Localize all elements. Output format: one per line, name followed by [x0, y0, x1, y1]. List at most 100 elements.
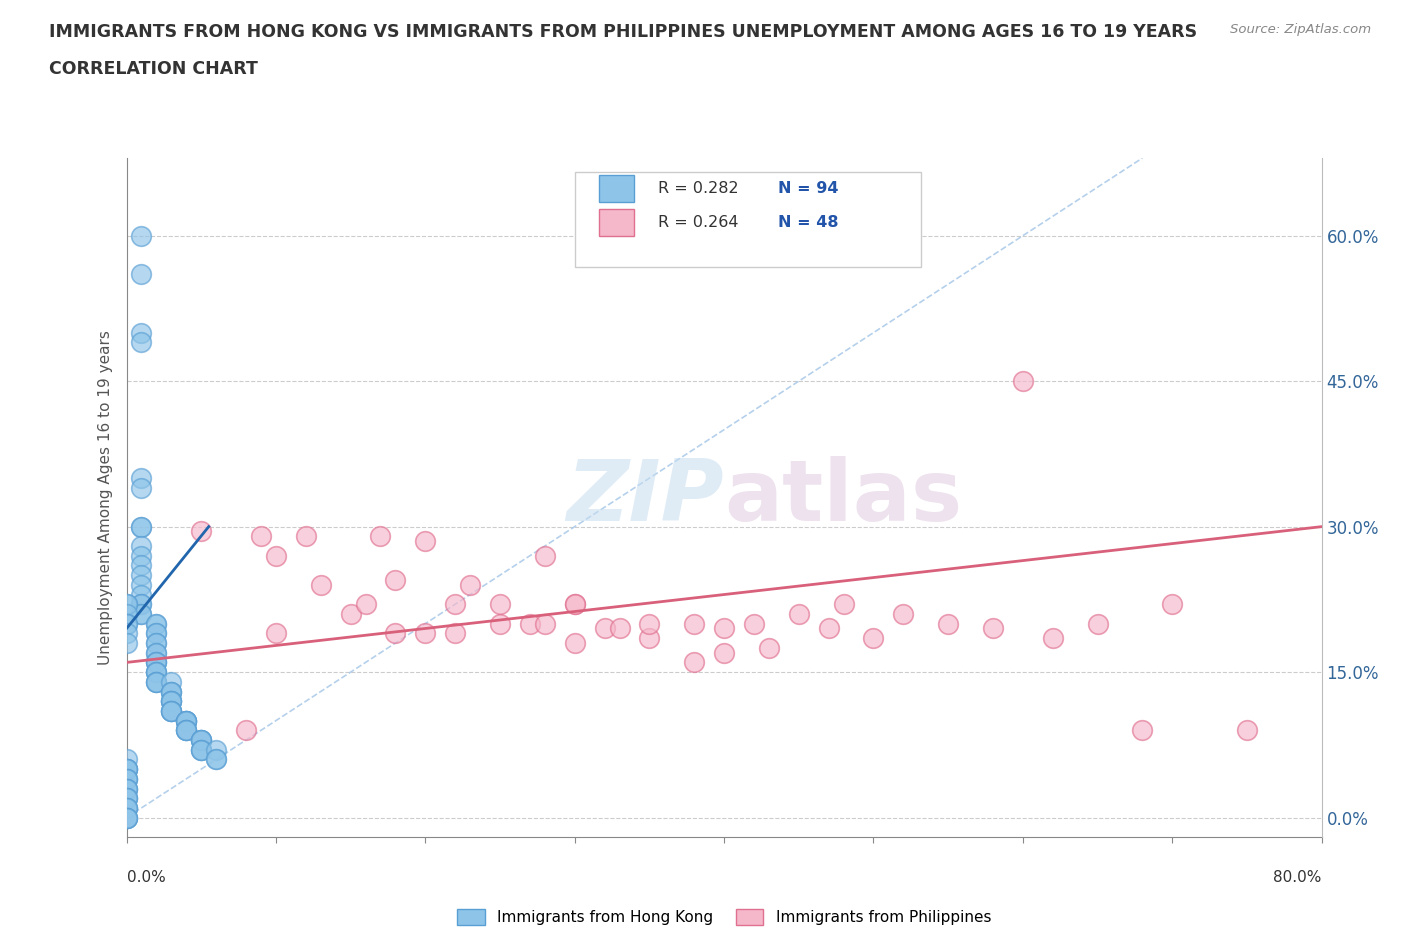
Point	[205, 752, 228, 767]
Point	[160, 703, 183, 718]
Point	[160, 684, 183, 699]
Point	[174, 723, 197, 737]
Point	[742, 617, 765, 631]
Point	[638, 617, 661, 631]
Point	[174, 713, 197, 728]
Point	[131, 326, 153, 340]
Point	[638, 631, 661, 645]
Point	[1130, 723, 1153, 737]
Point	[264, 626, 287, 641]
Point	[609, 621, 631, 636]
Point	[384, 573, 406, 588]
Point	[370, 529, 392, 544]
Point	[264, 549, 287, 564]
Point	[115, 801, 138, 816]
Point	[981, 621, 1004, 636]
Point	[564, 635, 586, 650]
Point	[115, 790, 138, 805]
Point	[832, 597, 855, 612]
Point	[190, 733, 212, 748]
Point	[115, 762, 138, 777]
Point	[145, 626, 167, 641]
Point	[190, 742, 212, 757]
Point	[131, 267, 153, 282]
Point	[713, 621, 735, 636]
Point	[145, 617, 167, 631]
Point	[131, 549, 153, 564]
Point	[115, 762, 138, 777]
Point	[174, 713, 197, 728]
Point	[115, 781, 138, 796]
Point	[145, 626, 167, 641]
Point	[593, 621, 616, 636]
Point	[131, 471, 153, 485]
Text: Source: ZipAtlas.com: Source: ZipAtlas.com	[1230, 23, 1371, 36]
Point	[145, 617, 167, 631]
Point	[145, 655, 167, 670]
Point	[115, 617, 138, 631]
Point	[115, 790, 138, 805]
Point	[444, 597, 467, 612]
FancyBboxPatch shape	[575, 172, 921, 267]
Point	[115, 597, 138, 612]
Text: N = 94: N = 94	[778, 181, 838, 196]
Point	[145, 635, 167, 650]
Point	[564, 597, 586, 612]
Text: IMMIGRANTS FROM HONG KONG VS IMMIGRANTS FROM PHILIPPINES UNEMPLOYMENT AMONG AGES: IMMIGRANTS FROM HONG KONG VS IMMIGRANTS …	[49, 23, 1198, 41]
Point	[174, 713, 197, 728]
Point	[534, 549, 557, 564]
Point	[190, 742, 212, 757]
Point	[160, 703, 183, 718]
Point	[131, 606, 153, 621]
Point	[160, 694, 183, 709]
Point	[145, 645, 167, 660]
Point	[174, 713, 197, 728]
Point	[564, 597, 586, 612]
Point	[339, 606, 361, 621]
Text: 80.0%: 80.0%	[1274, 870, 1322, 884]
Point	[131, 481, 153, 496]
Point	[190, 742, 212, 757]
Point	[1236, 723, 1258, 737]
FancyBboxPatch shape	[599, 209, 634, 236]
Text: ZIP: ZIP	[567, 456, 724, 539]
Point	[131, 335, 153, 350]
Text: N = 48: N = 48	[778, 215, 838, 230]
Point	[1087, 617, 1109, 631]
Point	[160, 694, 183, 709]
Point	[145, 674, 167, 689]
Point	[309, 578, 332, 592]
Point	[160, 694, 183, 709]
Point	[115, 752, 138, 767]
Point	[115, 771, 138, 786]
Point	[115, 617, 138, 631]
Point	[415, 534, 437, 549]
Point	[131, 519, 153, 534]
Point	[205, 752, 228, 767]
Point	[787, 606, 810, 621]
Point	[862, 631, 884, 645]
Point	[713, 645, 735, 660]
Point	[190, 733, 212, 748]
Point	[534, 617, 557, 631]
Point	[145, 655, 167, 670]
Text: 0.0%: 0.0%	[127, 870, 166, 884]
Point	[190, 733, 212, 748]
Point	[115, 810, 138, 825]
Point	[683, 617, 706, 631]
Point	[1011, 374, 1033, 389]
Point	[893, 606, 915, 621]
Point	[190, 525, 212, 539]
Point	[160, 684, 183, 699]
Point	[115, 626, 138, 641]
Point	[205, 742, 228, 757]
Point	[145, 674, 167, 689]
Point	[115, 810, 138, 825]
Point	[131, 538, 153, 553]
Point	[354, 597, 377, 612]
Point	[174, 713, 197, 728]
Point	[131, 228, 153, 243]
Point	[115, 771, 138, 786]
Text: CORRELATION CHART: CORRELATION CHART	[49, 60, 259, 78]
Point	[115, 635, 138, 650]
